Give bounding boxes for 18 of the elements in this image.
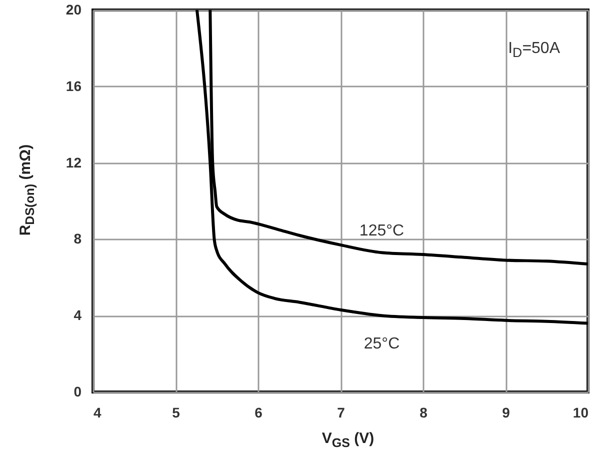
x-tick-label: 9	[502, 404, 510, 420]
y-tick-label: 8	[74, 230, 82, 247]
line-series	[195, 10, 588, 325]
x-tick-label: 6	[254, 404, 263, 420]
x-axis-title: V$_{GS}$ (V)	[320, 430, 376, 450]
x-tick-label: 8	[420, 404, 428, 420]
x-tick-label: 10	[572, 404, 589, 420]
y-tick-label: 20	[66, 2, 82, 18]
y-tick-label: 12	[66, 154, 82, 170]
annotation: I$_{D}$=50A	[508, 40, 560, 60]
x-tick-label: 4	[94, 404, 102, 420]
y-tick-label: 0	[74, 384, 82, 400]
x-tick-label: 5	[172, 404, 180, 420]
series-label: 25°C	[364, 336, 400, 353]
y-tick-label: 16	[66, 78, 82, 94]
y-tick-label: 4	[74, 307, 82, 324]
series-label: 125°C	[359, 222, 404, 240]
x-tick-label: 7	[337, 404, 346, 420]
